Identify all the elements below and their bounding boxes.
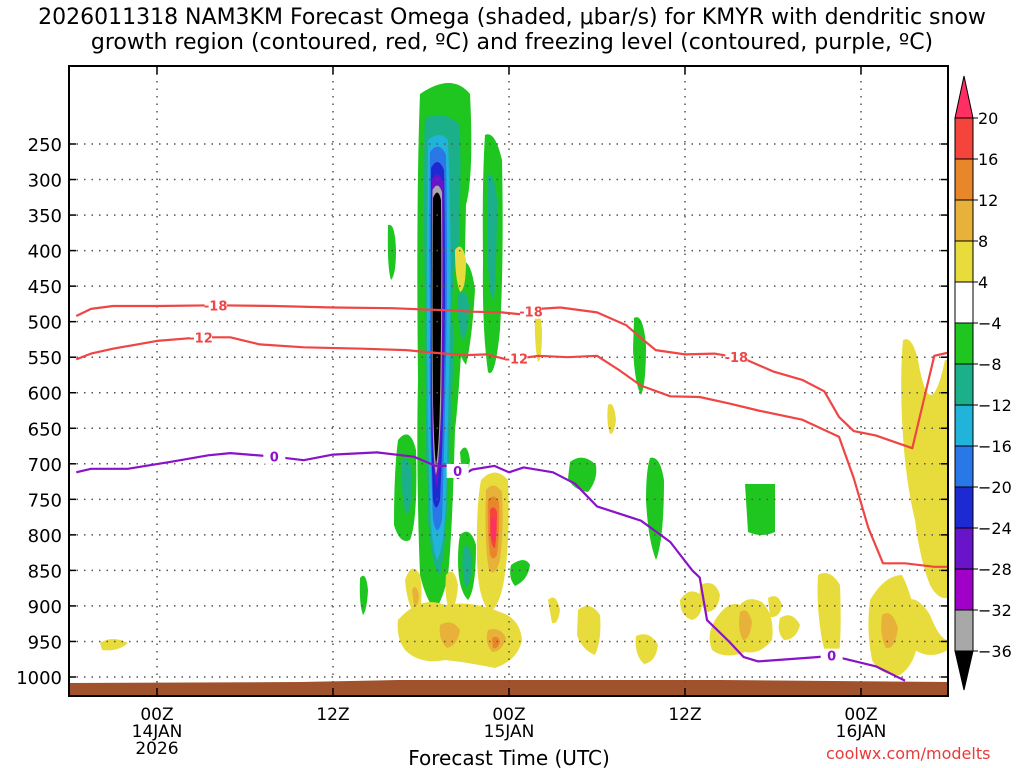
x-tick-date-label: 14JAN bbox=[132, 722, 183, 742]
x-axis-label: Forecast Time (UTC) bbox=[408, 746, 610, 768]
contour-label-bg bbox=[505, 351, 528, 366]
y-tick-label: 300 bbox=[28, 171, 62, 192]
contour-label-bg bbox=[190, 330, 212, 345]
contour-label: -12 bbox=[189, 331, 213, 346]
chart-grid bbox=[69, 66, 948, 696]
omega-colorbar: 20 16 12 8 4 −4 −8 −12 −16 −20 −24 −28 −32 −36 bbox=[954, 75, 1012, 691]
y-tick-label: 450 bbox=[28, 277, 62, 298]
colorbar-label: 20 bbox=[978, 109, 998, 128]
colorbar-label: −20 bbox=[978, 478, 1012, 497]
contour-label: -12 bbox=[505, 353, 529, 368]
contour-label-bg bbox=[204, 298, 227, 313]
contour-line-3 bbox=[76, 451, 906, 682]
x-tick-label: 00Z bbox=[140, 705, 173, 725]
x-tick-label: 00Z bbox=[492, 705, 525, 725]
contour-label: -18 bbox=[519, 306, 543, 321]
colorbar-label: −8 bbox=[978, 355, 1002, 374]
x-tick-label: 12Z bbox=[668, 705, 701, 725]
colorbar-segment bbox=[954, 404, 974, 447]
contour-label-bg bbox=[446, 463, 469, 478]
contour-label: -18 bbox=[204, 299, 228, 314]
x-tick-year-label: 2026 bbox=[135, 739, 178, 759]
colorbar-segment bbox=[954, 281, 974, 324]
colorbar-segment bbox=[954, 609, 974, 652]
colorbar-segment bbox=[954, 117, 974, 160]
colorbar-segment bbox=[954, 363, 974, 406]
omega-shaded-field bbox=[100, 83, 948, 676]
y-tick-label: 850 bbox=[28, 561, 62, 582]
colorbar-segment bbox=[954, 322, 974, 365]
contour-label: -18 bbox=[725, 351, 749, 366]
colorbar-label: −12 bbox=[978, 396, 1012, 415]
y-tick-label: 350 bbox=[28, 206, 62, 227]
contour-label: 0 bbox=[827, 650, 836, 665]
colorbar-label: 16 bbox=[978, 150, 998, 169]
x-tick-label: 00Z bbox=[844, 705, 877, 725]
chart-title-line-1: 2026011318 NAM3KM Forecast Omega (shaded… bbox=[38, 5, 986, 30]
contour-label-bg bbox=[725, 350, 748, 365]
contour-label: 0 bbox=[270, 451, 279, 466]
colorbar-label: −32 bbox=[978, 601, 1012, 620]
colorbar-label: −24 bbox=[978, 519, 1012, 538]
colorbar-top-arrow bbox=[954, 75, 974, 119]
contour-line-2 bbox=[75, 336, 948, 568]
y-tick-label: 900 bbox=[28, 597, 62, 618]
contour-label: 0 bbox=[453, 465, 462, 480]
y-tick-label: 1000 bbox=[16, 668, 62, 689]
contour-label-bg bbox=[263, 449, 286, 464]
y-tick-label: 600 bbox=[28, 384, 62, 405]
x-tick-label: 12Z bbox=[316, 705, 349, 725]
contour-line-1 bbox=[75, 304, 948, 450]
y-tick-label: 550 bbox=[28, 348, 62, 369]
y-axis: 250 300 350 400 450 500 550 600 650 700 750 800 850 9… bbox=[16, 135, 948, 689]
colorbar-segment bbox=[954, 445, 974, 488]
colorbar-segment bbox=[954, 199, 974, 242]
y-tick-label: 650 bbox=[28, 419, 62, 440]
colorbar-bottom-arrow bbox=[954, 650, 974, 691]
y-tick-label: 700 bbox=[28, 455, 62, 476]
colorbar-segment bbox=[954, 568, 974, 611]
colorbar-label: 8 bbox=[978, 232, 988, 251]
x-tick-date-label: 16JAN bbox=[836, 722, 887, 742]
colorbar-label: −16 bbox=[978, 437, 1012, 456]
colorbar-segment bbox=[954, 158, 974, 201]
y-tick-label: 250 bbox=[28, 135, 62, 156]
x-tick-date-label: 15JAN bbox=[484, 722, 535, 742]
y-tick-label: 750 bbox=[28, 490, 62, 511]
colorbar-label: −4 bbox=[978, 314, 1002, 333]
colorbar-segment bbox=[954, 527, 974, 570]
colorbar-segment bbox=[954, 486, 974, 529]
contour-label-bg bbox=[520, 304, 542, 319]
colorbar-label: −28 bbox=[978, 560, 1012, 579]
contour-label-bg bbox=[820, 648, 843, 663]
source-credit-link[interactable]: coolwx.com/modelts bbox=[826, 744, 991, 763]
y-tick-label: 500 bbox=[28, 313, 62, 334]
y-tick-label: 950 bbox=[28, 632, 62, 653]
y-tick-label: 800 bbox=[28, 526, 62, 547]
colorbar-segment bbox=[954, 240, 974, 283]
y-tick-label: 400 bbox=[28, 242, 62, 263]
chart-title-line-2: growth region (contoured, red, ºC) and f… bbox=[90, 30, 934, 55]
colorbar-label: 12 bbox=[978, 191, 998, 210]
colorbar-label: −36 bbox=[978, 642, 1012, 661]
temperature-contours: -18 -18 -18 -12 -12 0 0 0 bbox=[75, 298, 948, 682]
colorbar-label: 4 bbox=[978, 273, 988, 292]
